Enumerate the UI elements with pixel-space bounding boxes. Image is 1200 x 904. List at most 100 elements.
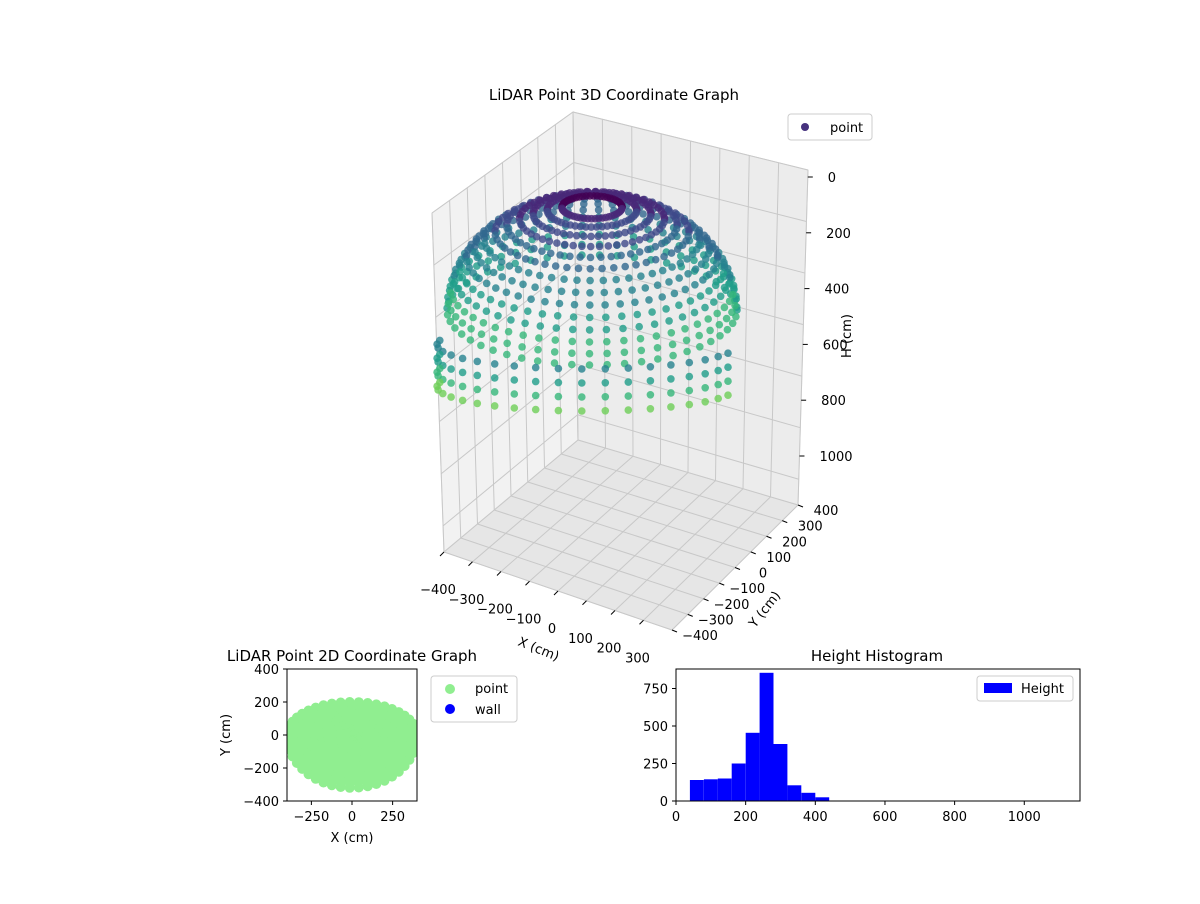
point-3d bbox=[531, 405, 540, 414]
point-3d bbox=[726, 273, 734, 282]
point-3d bbox=[436, 364, 444, 373]
x-tick-label-3d: −100 bbox=[506, 612, 542, 627]
y-tick-label-3d: 100 bbox=[766, 551, 791, 566]
point-3d bbox=[705, 270, 713, 279]
y-axis-label-2d: Y (cm) bbox=[219, 714, 234, 757]
point-3d bbox=[699, 276, 707, 284]
y-tick-label-3d: −100 bbox=[729, 582, 765, 597]
point-3d bbox=[724, 363, 732, 372]
legend-3d-frame bbox=[787, 113, 873, 141]
point-3d bbox=[722, 314, 731, 323]
point-3d bbox=[685, 358, 694, 367]
point-3d bbox=[566, 252, 574, 261]
grid-backright-v bbox=[742, 155, 750, 489]
point-3d bbox=[498, 273, 506, 281]
y-tick-label-3d: −400 bbox=[682, 629, 718, 644]
point-3d bbox=[531, 257, 539, 266]
point-3d bbox=[469, 269, 478, 277]
point-2d bbox=[371, 699, 382, 710]
point-3d bbox=[458, 273, 467, 282]
point-3d bbox=[615, 230, 623, 238]
point-3d bbox=[508, 277, 516, 285]
point-3d bbox=[524, 269, 533, 277]
point-3d bbox=[586, 289, 594, 297]
point-3d bbox=[653, 281, 662, 290]
point-3d bbox=[667, 361, 675, 369]
x-tick-label-2d: −250 bbox=[294, 810, 330, 825]
histogram-bar bbox=[703, 779, 718, 802]
y-tick-label-3d: −200 bbox=[714, 598, 750, 613]
point-3d bbox=[625, 274, 633, 282]
point-3d bbox=[566, 231, 574, 239]
point-3d bbox=[463, 279, 471, 288]
point-3d bbox=[695, 331, 703, 340]
z-axis-label-3d: H (cm) bbox=[840, 314, 855, 358]
point-3d bbox=[497, 300, 506, 308]
point-3d bbox=[536, 322, 545, 330]
legend-histogram-label: Height bbox=[1021, 682, 1064, 697]
histogram-y-tick-label: 0 bbox=[660, 795, 668, 810]
point-3d bbox=[454, 301, 462, 310]
y-tick-mark-3d bbox=[750, 551, 756, 555]
histogram-bar bbox=[801, 792, 816, 802]
point-3d bbox=[645, 296, 653, 304]
point-3d bbox=[648, 269, 657, 278]
point-3d bbox=[635, 248, 644, 256]
legend-2d-label-point: point bbox=[475, 682, 508, 697]
point-3d bbox=[676, 259, 685, 268]
point-cloud-2d bbox=[287, 697, 417, 793]
point-3d bbox=[447, 306, 455, 315]
point-3d bbox=[477, 330, 486, 339]
point-3d bbox=[534, 345, 542, 354]
x-tick-label-3d: 300 bbox=[625, 651, 650, 666]
point-3d bbox=[571, 288, 580, 297]
point-3d bbox=[458, 382, 467, 391]
point-3d bbox=[613, 241, 621, 249]
point-3d bbox=[690, 256, 698, 265]
point-3d bbox=[653, 344, 662, 352]
point-3d bbox=[691, 281, 699, 289]
point-3d bbox=[579, 206, 587, 214]
point-3d bbox=[458, 368, 467, 377]
point-3d bbox=[551, 262, 560, 270]
point-3d bbox=[602, 325, 611, 334]
point-3d bbox=[568, 337, 577, 346]
point-3d bbox=[469, 285, 477, 294]
point-3d bbox=[594, 232, 602, 241]
legend-2d-marker-point bbox=[445, 684, 455, 694]
point-2d bbox=[303, 769, 314, 780]
point-3d bbox=[641, 284, 650, 292]
point-3d bbox=[720, 263, 729, 272]
legend-histogram-swatch bbox=[984, 683, 1012, 693]
point-3d bbox=[447, 379, 455, 387]
grid-floor-y bbox=[477, 523, 704, 600]
point-3d bbox=[576, 253, 584, 261]
y-tick-label-2d: 400 bbox=[254, 663, 279, 678]
point-3d bbox=[668, 263, 676, 271]
y-tick-label-3d: 0 bbox=[759, 567, 767, 582]
grid-backright-h bbox=[577, 414, 799, 480]
point-3d bbox=[556, 251, 564, 259]
histogram-y-tick-label: 500 bbox=[643, 720, 668, 735]
point-3d bbox=[585, 349, 594, 358]
point-3d bbox=[503, 339, 512, 348]
point-3d bbox=[578, 393, 586, 401]
point-3d bbox=[713, 309, 721, 318]
grid-backright-h bbox=[573, 161, 807, 223]
z-tick-label-3d: 800 bbox=[821, 394, 846, 409]
point-3d bbox=[633, 310, 642, 319]
point-3d bbox=[601, 365, 610, 373]
point-3d bbox=[477, 341, 485, 350]
point-3d bbox=[648, 308, 656, 316]
point-3d bbox=[608, 231, 616, 239]
point-2d bbox=[344, 782, 355, 793]
point-2d bbox=[379, 775, 390, 786]
point-3d bbox=[527, 295, 535, 304]
point-3d bbox=[616, 300, 624, 308]
point-3d bbox=[586, 265, 595, 273]
point-3d bbox=[551, 336, 560, 344]
y-tick-label-2d: −200 bbox=[243, 762, 279, 777]
point-3d bbox=[465, 263, 474, 272]
x-tick-label-3d: 100 bbox=[568, 632, 593, 647]
point-3d bbox=[497, 252, 506, 261]
